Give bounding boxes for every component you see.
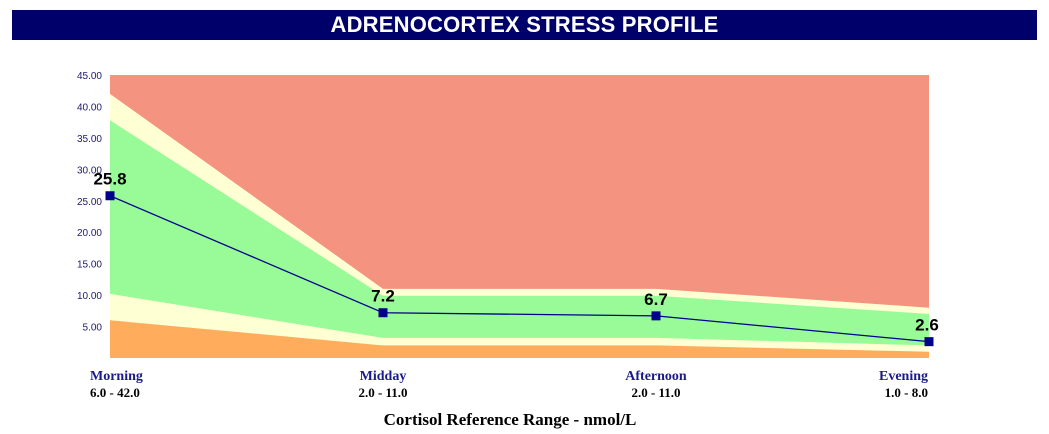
data-label: 2.6 bbox=[915, 316, 939, 335]
category-label: Evening bbox=[879, 369, 928, 384]
category-label: Morning bbox=[90, 369, 143, 384]
y-tick-label: 15.00 bbox=[77, 260, 102, 271]
data-point bbox=[924, 337, 934, 347]
category-range-label: 1.0 - 8.0 bbox=[885, 385, 928, 400]
x-axis-label: Cortisol Reference Range - nmol/L bbox=[383, 410, 637, 429]
y-tick-label: 40.00 bbox=[77, 102, 102, 113]
data-label: 6.7 bbox=[644, 290, 668, 309]
y-tick-label: 25.00 bbox=[77, 197, 102, 208]
data-point bbox=[651, 311, 661, 321]
series-line bbox=[109, 195, 930, 343]
data-label: 25.8 bbox=[93, 170, 126, 189]
category-label: Afternoon bbox=[625, 369, 687, 384]
chart-title-bar: ADRENOCORTEX STRESS PROFILE bbox=[12, 10, 1037, 40]
category-range-label: 6.0 - 42.0 bbox=[90, 385, 140, 400]
y-tick-label: 20.00 bbox=[77, 228, 102, 239]
band-normal bbox=[110, 120, 929, 358]
category-range-label: 2.0 - 11.0 bbox=[631, 385, 680, 400]
data-label: 7.2 bbox=[371, 287, 395, 306]
y-tick-label: 35.00 bbox=[77, 134, 102, 145]
data-point bbox=[105, 191, 115, 201]
y-tick-label: 45.00 bbox=[77, 71, 102, 82]
y-tick-label: 30.00 bbox=[77, 165, 102, 176]
y-tick-label: 5.00 bbox=[83, 323, 103, 334]
chart-title: ADRENOCORTEX STRESS PROFILE bbox=[330, 12, 719, 37]
category-label: Midday bbox=[360, 369, 407, 384]
category-range-label: 2.0 - 11.0 bbox=[358, 385, 407, 400]
y-tick-label: 10.00 bbox=[77, 291, 102, 302]
data-point bbox=[378, 308, 388, 318]
band-low bbox=[110, 320, 929, 358]
